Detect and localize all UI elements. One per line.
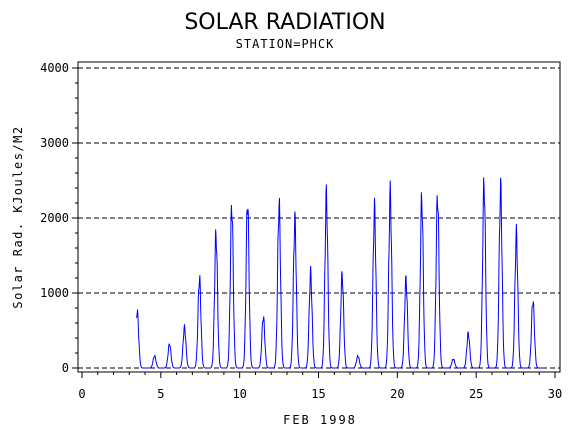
y-axis: 0 1000 2000 3000 4000 [40,61,78,375]
horizontal-gridlines [78,67,560,369]
x-tick-label-0: 0 [78,387,85,401]
chart-subtitle: STATION=PHCK [236,37,335,51]
x-tick-label-20: 20 [390,387,404,401]
y-tick-label-0: 0 [62,361,69,375]
x-tick-label-10: 10 [232,387,246,401]
series-line-solar-radiation [135,177,544,369]
y-tick-label-3000: 3000 [40,136,69,150]
x-tick-label-15: 15 [311,387,325,401]
x-tick-label-5: 5 [157,387,164,401]
x-axis: 0 5 10 15 20 25 30 [78,372,562,401]
x-tick-label-25: 25 [469,387,483,401]
chart-title: SOLAR RADIATION [184,10,385,35]
y-axis-label: Solar Rad. KJoules/M2 [11,125,25,308]
plot-frame [77,61,561,373]
y-tick-label-1000: 1000 [40,286,69,300]
y-tick-label-2000: 2000 [40,211,69,225]
x-axis-label: FEB 1998 [283,413,357,427]
y-tick-label-4000: 4000 [40,61,69,75]
x-tick-label-30: 30 [548,387,562,401]
